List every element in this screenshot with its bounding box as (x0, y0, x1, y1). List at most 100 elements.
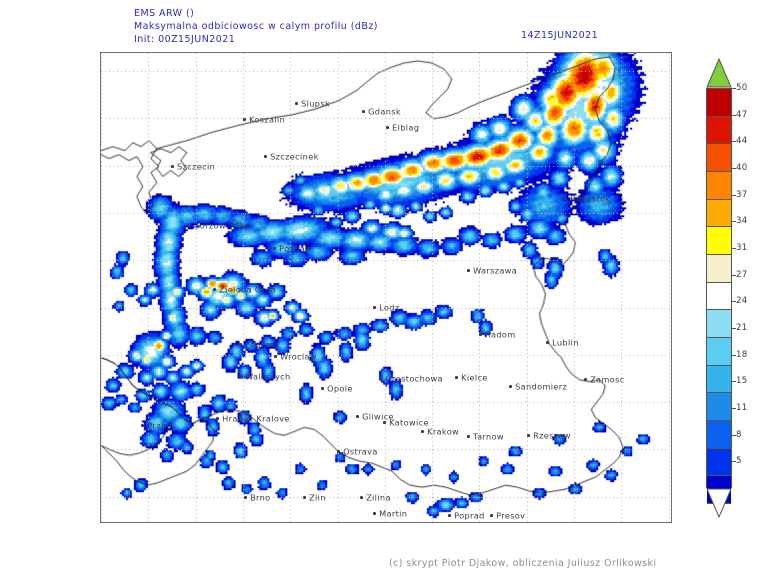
city-name: Sandomierz (515, 381, 568, 392)
colorbar-tick-mark (732, 88, 736, 89)
colorbar-band (707, 448, 731, 477)
gridline-vertical (101, 53, 102, 522)
credit-footer: (c) skrypt Piotr Djakow, obliczenia Juli… (389, 558, 657, 569)
colorbar-band (707, 227, 731, 255)
colorbar-tick-label: 18 (736, 349, 748, 360)
gridline-horizontal (101, 402, 671, 404)
gridline-vertical (242, 53, 244, 522)
colorbar-band (707, 254, 731, 283)
city-marker-dot (274, 355, 277, 358)
gridline-horizontal (101, 496, 671, 498)
city-marker-dot (187, 224, 190, 227)
colorbar-over-arrow (706, 58, 732, 88)
city-marker-dot (243, 118, 246, 121)
colorbar-tick-label: 37 (736, 189, 748, 200)
city-label: Poprad (448, 510, 485, 521)
city-name: Gdansk (368, 106, 401, 117)
colorbar-band (707, 365, 731, 394)
city-label: Hradec Kralove (216, 413, 290, 424)
city-name: Legnica (245, 339, 280, 350)
init-time-label: Init: 00Z15JUN2021 (134, 34, 236, 45)
city-name: Lublin (552, 337, 579, 348)
colorbar-tick-mark (732, 301, 736, 303)
city-label: Lodz (373, 302, 399, 313)
city-name: Rzeszow (533, 430, 571, 441)
city-label: Bialystok (564, 193, 611, 204)
gridline-horizontal (101, 354, 671, 356)
city-name: Gliwice (362, 411, 394, 422)
city-marker-dot (467, 269, 470, 272)
gridline-horizontal (101, 212, 671, 214)
city-label: Zamosc (584, 374, 625, 385)
gridline-vertical (195, 53, 197, 522)
city-marker-dot (584, 378, 587, 381)
gridline-vertical (290, 53, 292, 522)
city-name: Katowice (389, 417, 429, 428)
city-name: Radom (485, 329, 516, 340)
colorbar-tick-label: 40 (736, 163, 748, 173)
gridline-vertical (384, 53, 386, 522)
city-marker-dot (171, 165, 174, 168)
colorbar-tick-label: 31 (736, 243, 748, 253)
city-marker-dot (321, 387, 324, 390)
city-label: Gdansk (362, 106, 401, 117)
colorbar-tick-mark (732, 274, 736, 276)
city-name: Walbrzych (245, 371, 291, 382)
city-marker-dot (564, 197, 567, 200)
city-label: Szczecin (171, 161, 215, 172)
colorbar-band (707, 282, 731, 311)
colorbar-tick-label: 44 (736, 136, 748, 147)
city-name: Zielona Gora (219, 284, 277, 295)
city-marker-dot (356, 415, 359, 418)
colorbar-tick-mark (732, 248, 736, 249)
city-name: Kielce (461, 372, 488, 383)
colorbar-tick-mark (732, 461, 736, 463)
colorbar-tick-mark (732, 141, 736, 143)
city-name: Martin (379, 508, 408, 519)
colorbar-tick-label: 21 (736, 323, 748, 333)
city-name: Brno (250, 492, 271, 503)
colorbar-band (707, 199, 731, 228)
gridline-horizontal (101, 118, 671, 120)
city-name: Tarnow (473, 431, 504, 442)
city-marker-dot (448, 514, 451, 517)
city-marker-dot (373, 512, 376, 515)
city-label: Kielce (455, 372, 488, 383)
city-marker-dot (213, 288, 216, 291)
city-label: Szczecinek (264, 151, 319, 162)
city-label: Legnica (239, 339, 279, 350)
colorbar-tick-mark (732, 328, 736, 329)
city-label: Brno (244, 492, 271, 503)
city-label: Praha (141, 420, 172, 431)
city-marker-dot (373, 306, 376, 309)
colorbar-tick-label: 24 (736, 296, 748, 307)
colorbar-band (707, 144, 731, 172)
city-label: Zlin (303, 492, 326, 503)
city-label: Poznan (273, 243, 311, 254)
city-name: Opole (327, 383, 353, 394)
city-label: Rzeszow (527, 430, 571, 441)
gridline-vertical (479, 53, 481, 522)
gridline-vertical (432, 53, 434, 522)
city-label: Presov (490, 510, 525, 521)
colorbar-tick-label: 15 (736, 376, 748, 387)
city-marker-dot (362, 110, 365, 113)
gridline-vertical (668, 53, 670, 522)
city-label: Sandomierz (509, 381, 567, 392)
colorbar-tick-label: 47 (736, 109, 748, 120)
gridline-vertical (621, 53, 623, 522)
city-label: Koszalin (243, 114, 285, 125)
valid-time-label: 14Z15JUN2021 (521, 30, 599, 41)
city-name: Gorzow Wlkp (193, 220, 251, 231)
colorbar-band (707, 89, 731, 117)
city-name: Presov (496, 510, 526, 521)
city-label: Zilina (360, 492, 391, 503)
city-marker-dot (455, 376, 458, 379)
city-name: Koszalin (249, 114, 286, 125)
colorbar-tick-mark (732, 221, 736, 223)
model-name-label: EMS ARW () (134, 8, 195, 19)
city-marker-dot (216, 417, 219, 420)
city-label: Gliwice (356, 411, 394, 422)
colorbar-tick-mark (732, 114, 736, 116)
gridline-horizontal (101, 71, 671, 72)
